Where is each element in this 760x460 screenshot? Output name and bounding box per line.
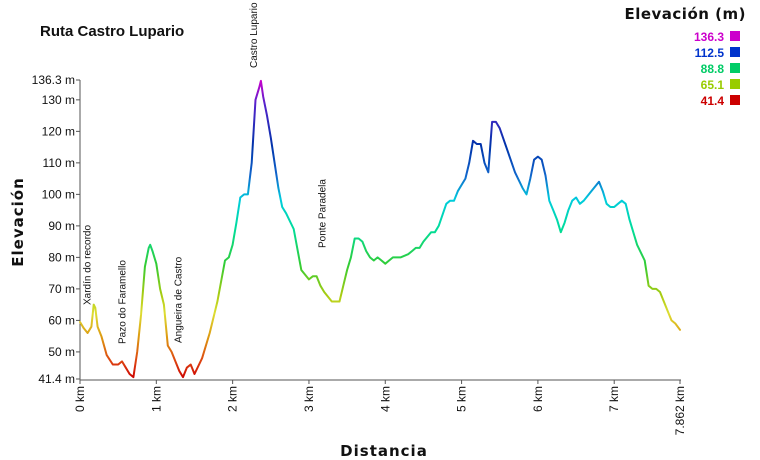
y-tick-label: 136.3 m [32,73,75,87]
x-tick-label: 6 km [531,386,545,412]
legend-swatch [730,47,740,57]
y-tick-label: 80 m [48,250,75,264]
x-tick-label: 2 km [226,386,240,412]
y-tick-label: 120 m [42,124,75,138]
y-tick-label: 60 m [48,313,75,327]
poi-label: Angueira de Castro [173,256,184,343]
y-tick-label: 90 m [48,219,75,233]
y-tick-label: 70 m [48,282,75,296]
x-tick-label: 5 km [455,386,469,412]
legend-swatch [730,31,740,41]
chart-title: Ruta Castro Lupario [40,23,184,40]
y-tick-label: 100 m [42,187,75,201]
y-tick-label: 41.4 m [38,372,75,386]
legend-swatch [730,63,740,73]
poi-label: Xardín do recordo [83,225,94,305]
legend-value: 65.1 [701,78,725,92]
poi-label: Ponte Paradela [318,179,329,248]
y-tick-label: 110 m [43,156,75,170]
legend-value: 112.5 [695,46,725,60]
poi-label: Pazo do Faramello [118,260,129,344]
legend-value: 41.4 [701,94,725,108]
legend: Elevación (m) 136.3 112.5 88.8 65.1 41.4 [624,5,746,108]
poi-label: Castro Lupario [249,2,260,68]
x-tick-label: 7 km [607,386,621,412]
legend-swatch [730,95,740,105]
x-tick-label: 1 km [149,386,163,412]
legend-swatch [730,79,740,89]
y-axis-title: Elevación [9,177,27,266]
x-tick-label: 7.862 km [673,386,687,435]
x-tick-label: 4 km [378,386,392,412]
x-tick-label: 0 km [73,386,87,412]
legend-value: 88.8 [701,62,725,76]
elevation-profile-line [79,79,681,379]
y-tick-label: 50 m [48,345,75,359]
y-tick-label: 130 m [42,93,75,107]
x-tick-label: 3 km [302,386,316,412]
legend-title: Elevación (m) [624,5,746,23]
x-axis-title: Distancia [340,442,428,460]
legend-value: 136.3 [694,30,724,44]
